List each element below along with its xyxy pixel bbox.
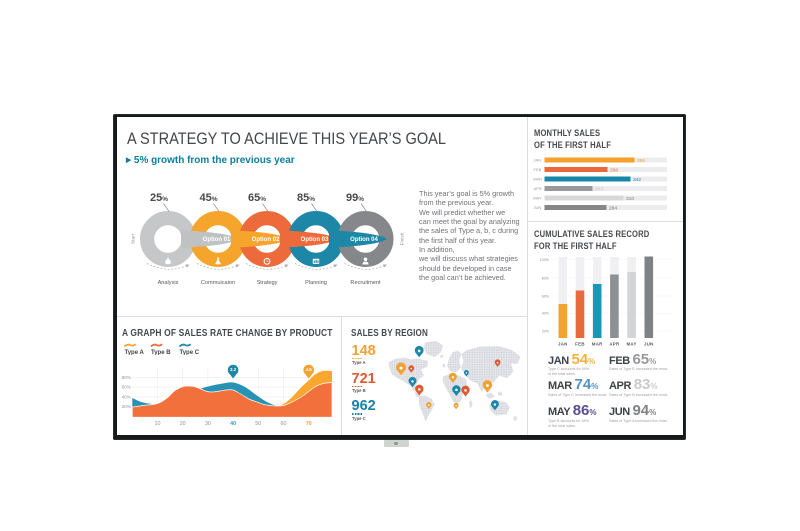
svg-text:JUN: JUN xyxy=(534,205,542,210)
svg-text:APR: APR xyxy=(534,186,542,191)
svg-text:60%: 60% xyxy=(122,385,131,390)
svg-text:JAN: JAN xyxy=(534,158,542,163)
svg-text:80%: 80% xyxy=(122,375,131,380)
svg-text:65%: 65% xyxy=(248,192,266,204)
svg-text:45%: 45% xyxy=(200,192,218,204)
svg-text:70: 70 xyxy=(306,421,312,427)
svg-text:243: 243 xyxy=(595,186,603,192)
svg-text:310: 310 xyxy=(626,196,634,202)
svg-text:Planning: Planning xyxy=(305,280,327,286)
svg-text:Start: Start xyxy=(131,233,137,244)
svg-text:20: 20 xyxy=(180,421,186,427)
svg-text:Commuicaion: Commuicaion xyxy=(201,280,235,286)
svg-text:20%: 20% xyxy=(542,329,550,333)
svg-text:40: 40 xyxy=(230,421,236,427)
svg-text:Type B: Type B xyxy=(151,350,171,355)
svg-text:298: 298 xyxy=(610,167,618,173)
svg-text:342: 342 xyxy=(633,177,641,183)
svg-text:25%: 25% xyxy=(150,192,168,204)
svg-text:40%: 40% xyxy=(122,394,131,399)
svg-text:366: 366 xyxy=(637,158,645,164)
svg-text:Strategy: Strategy xyxy=(257,280,278,286)
svg-text:60%: 60% xyxy=(542,294,550,298)
svg-text:APR: APR xyxy=(609,342,620,347)
svg-text:Type A: Type A xyxy=(125,350,145,355)
svg-text:3.2: 3.2 xyxy=(230,367,237,372)
svg-text:40%: 40% xyxy=(542,312,550,316)
svg-text:Type C: Type C xyxy=(180,350,200,355)
svg-text:50: 50 xyxy=(255,421,261,427)
svg-text:80%: 80% xyxy=(542,276,550,280)
svg-text:Option 04: Option 04 xyxy=(350,237,378,243)
svg-text:JUN: JUN xyxy=(644,342,654,347)
svg-text:284: 284 xyxy=(609,205,617,211)
svg-text:85%: 85% xyxy=(297,192,315,204)
svg-text:Analysis: Analysis xyxy=(158,280,179,286)
svg-text:Finish: Finish xyxy=(400,232,406,245)
svg-text:FEB: FEB xyxy=(534,167,542,172)
svg-text:JAN: JAN xyxy=(558,342,568,347)
svg-text:Option 03: Option 03 xyxy=(301,237,329,243)
svg-text:30: 30 xyxy=(205,421,211,427)
svg-text:Option 01: Option 01 xyxy=(203,237,231,243)
svg-text:100%: 100% xyxy=(540,258,550,262)
svg-text:Option 02: Option 02 xyxy=(252,237,280,243)
svg-text:FEB: FEB xyxy=(575,342,585,347)
svg-text:MAR: MAR xyxy=(592,342,603,347)
svg-text:60: 60 xyxy=(281,421,287,427)
svg-text:10: 10 xyxy=(155,421,161,427)
svg-text:MAY: MAY xyxy=(626,342,636,347)
svg-text:MAR: MAR xyxy=(533,177,542,182)
svg-text:MAY: MAY xyxy=(533,196,542,201)
svg-text:99%: 99% xyxy=(346,192,364,204)
svg-text:4.5: 4.5 xyxy=(306,367,313,372)
svg-text:20%: 20% xyxy=(122,404,131,409)
svg-text:Recruitment: Recruitment xyxy=(350,280,381,286)
